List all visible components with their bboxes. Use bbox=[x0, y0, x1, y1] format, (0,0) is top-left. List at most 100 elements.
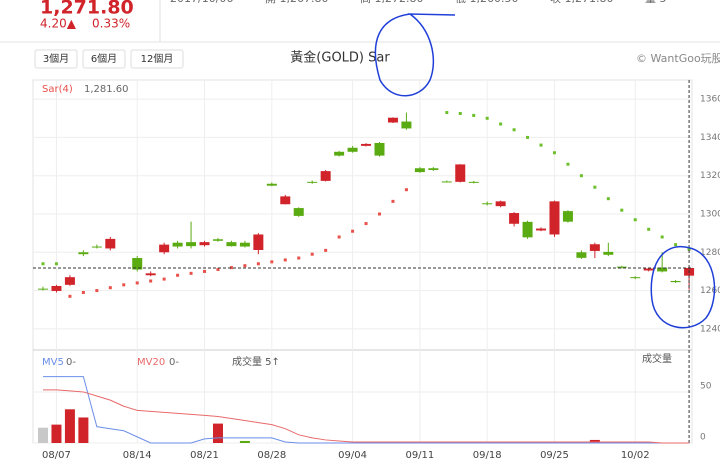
sar-dot bbox=[189, 271, 193, 275]
range-button-label: 12個月 bbox=[141, 52, 174, 65]
candle-body bbox=[522, 221, 533, 238]
range-button[interactable] bbox=[82, 49, 126, 69]
volume-bar bbox=[239, 440, 250, 443]
sar-dot bbox=[378, 212, 381, 216]
x-tick-label: 08/07 bbox=[42, 450, 71, 461]
volume-label: 成交量 5↑ bbox=[232, 355, 280, 368]
candle-body bbox=[334, 151, 345, 156]
candle-body bbox=[320, 171, 331, 181]
sar-dot bbox=[135, 281, 139, 285]
candle-body bbox=[78, 252, 89, 255]
candle-body bbox=[266, 183, 277, 186]
x-tick-label: 08/14 bbox=[123, 450, 152, 461]
range-button[interactable] bbox=[34, 49, 78, 69]
candle-body bbox=[509, 213, 520, 224]
candle-body bbox=[468, 181, 479, 183]
legend-value: 1,281.60 bbox=[84, 84, 129, 95]
volume-bar bbox=[78, 417, 89, 443]
stat: 2017/10/06 bbox=[170, 0, 233, 5]
candle-body bbox=[603, 251, 614, 255]
candle-body bbox=[51, 285, 62, 291]
candle-body bbox=[293, 208, 304, 216]
sar-dot bbox=[472, 113, 476, 117]
sar-dot bbox=[660, 235, 664, 239]
stat: 高 1,272.80 bbox=[360, 0, 423, 5]
sar-dot bbox=[283, 258, 287, 262]
sar-dot bbox=[445, 111, 449, 115]
candle-body bbox=[495, 201, 506, 207]
stat: 低 1,260.50 bbox=[455, 0, 518, 5]
sar-dot bbox=[243, 264, 247, 268]
ma-line bbox=[43, 389, 690, 444]
volume-bar bbox=[589, 439, 600, 443]
price: 1,271.80 bbox=[40, 0, 134, 19]
sar-dot bbox=[552, 151, 556, 155]
candle-body bbox=[239, 242, 250, 247]
sar-dot bbox=[458, 112, 462, 115]
candle-body bbox=[105, 238, 116, 249]
stat: 收 1,271.80 bbox=[550, 0, 613, 5]
candle-body bbox=[428, 168, 439, 170]
x-tick-label: 09/25 bbox=[540, 450, 569, 461]
sar-dot bbox=[674, 243, 678, 247]
candle-body bbox=[226, 242, 237, 247]
candle-body bbox=[172, 242, 183, 247]
candle-body bbox=[91, 246, 102, 248]
sar-dot bbox=[606, 197, 610, 201]
y-tick-label: 1280 bbox=[700, 248, 720, 258]
candle-body bbox=[307, 181, 318, 183]
sar-dot bbox=[512, 128, 516, 132]
sar-dot bbox=[539, 143, 543, 147]
candle-body bbox=[414, 168, 425, 173]
sar-dot bbox=[364, 222, 368, 226]
candle-body bbox=[253, 234, 264, 250]
candle-body bbox=[361, 143, 372, 146]
x-tick-label: 08/21 bbox=[190, 450, 219, 461]
candle-body bbox=[186, 242, 197, 247]
y-tick-label: 50 bbox=[700, 381, 712, 391]
legend-value: 0- bbox=[169, 357, 179, 368]
candle-body bbox=[347, 147, 358, 152]
y-tick-label: 0 bbox=[700, 433, 706, 443]
candle-body bbox=[549, 201, 560, 235]
candle-body bbox=[670, 281, 681, 283]
y-tick-label: 1320 bbox=[700, 171, 720, 181]
sar-dot bbox=[108, 286, 112, 290]
ma-line bbox=[43, 376, 690, 444]
candle-body bbox=[212, 239, 223, 241]
legend-value: 0- bbox=[66, 357, 76, 368]
sar-dot bbox=[270, 260, 274, 264]
sar-dot bbox=[391, 199, 395, 203]
volume-bar bbox=[212, 423, 223, 443]
candle-body bbox=[482, 203, 493, 205]
range-button-label: 6個月 bbox=[91, 52, 117, 65]
candle-body bbox=[562, 211, 573, 222]
sar-dot bbox=[229, 266, 233, 270]
volume-axis-label: 成交量 bbox=[642, 352, 672, 365]
sar-dot bbox=[41, 262, 45, 266]
sar-dot bbox=[485, 116, 489, 120]
sar-dot bbox=[203, 269, 207, 273]
y-tick-label: 1340 bbox=[700, 133, 720, 143]
candle-body bbox=[132, 258, 143, 270]
candle-body bbox=[401, 121, 412, 129]
annotation bbox=[650, 245, 716, 329]
y-tick-label: 1260 bbox=[700, 286, 720, 296]
sar-dot bbox=[499, 122, 503, 126]
sar-dot bbox=[149, 279, 153, 283]
candle-body bbox=[374, 142, 385, 156]
range-button[interactable] bbox=[130, 49, 184, 69]
volume-bar bbox=[38, 427, 48, 443]
candle-body bbox=[159, 244, 170, 253]
candle-body bbox=[199, 242, 210, 246]
sar-dot bbox=[310, 252, 314, 256]
copyright: © WantGoo玩股網 bbox=[636, 51, 720, 65]
candle-body bbox=[657, 267, 668, 272]
candle-body bbox=[455, 164, 466, 182]
x-tick-label: 08/28 bbox=[257, 450, 286, 461]
legend-name: MV5 bbox=[42, 357, 64, 368]
sar-dot bbox=[216, 268, 220, 272]
sar-dot bbox=[68, 294, 72, 298]
